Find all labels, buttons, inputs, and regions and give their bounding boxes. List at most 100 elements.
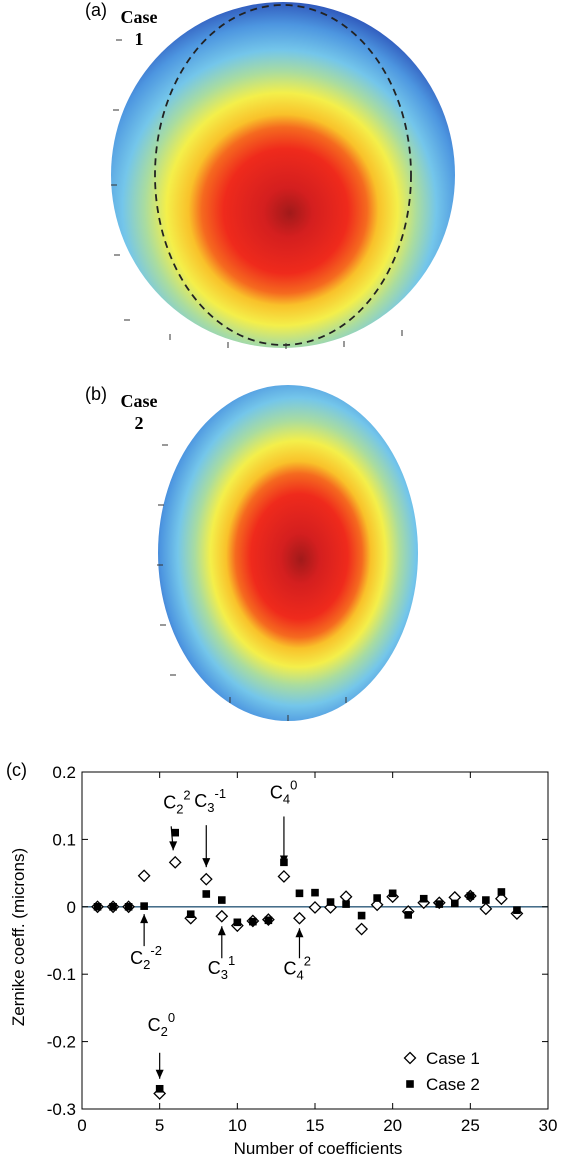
annotation-arrowhead (140, 914, 149, 924)
annotation-superscript: 2 (304, 953, 311, 968)
case-2-point (513, 906, 521, 914)
map-a-fill (111, 2, 455, 348)
case-2-point (404, 911, 412, 919)
annotation-subscript: 3 (207, 800, 214, 815)
case-2-word: Case (120, 391, 158, 411)
case-2-point (264, 916, 273, 925)
annotation-label: C20 (148, 1010, 175, 1039)
x-tick-label: 25 (461, 1116, 480, 1135)
chart-axes: 0 5 10 15 20 25 300.20.10-0.1-0.2-0.3 (47, 763, 558, 1135)
annotation-superscript: 0 (290, 777, 297, 792)
annotation-subscript: 4 (296, 967, 303, 982)
case-1-point (199, 872, 213, 886)
case-2-point (451, 899, 459, 908)
y-tick-label: -0.3 (47, 1100, 76, 1119)
x-axis-label: Number of coefficients (234, 1139, 403, 1158)
case-2-point (357, 911, 366, 920)
y-tick-label: -0.1 (47, 965, 76, 984)
case-2-point (388, 889, 397, 898)
panel-b-letter: (b) (85, 384, 107, 404)
case-1-point (479, 902, 493, 916)
case-2-point (482, 896, 490, 904)
chart-points (91, 828, 524, 1100)
y-tick-label: 0.2 (52, 763, 76, 782)
case-2-point (93, 903, 102, 911)
case-2-point (249, 917, 257, 926)
case-1-point (370, 898, 384, 912)
annotation-arrowhead (155, 1069, 164, 1079)
case-2-point (497, 888, 506, 896)
y-tick-label: 0 (67, 898, 76, 917)
x-tick-label: 15 (306, 1116, 325, 1135)
legend-case-1-marker (403, 1051, 417, 1065)
case-2-point (186, 910, 195, 919)
wavefront-map-case-1 (111, 2, 455, 349)
annotation-arrowhead (202, 858, 211, 868)
case-1-point (355, 922, 369, 936)
case-1-point (494, 892, 508, 906)
annotation-subscript: 4 (283, 791, 290, 806)
case-2-label: Case 2 (110, 390, 168, 434)
x-tick-label: 30 (539, 1116, 558, 1135)
case-1-point (308, 901, 322, 914)
case-2-point (373, 894, 381, 902)
wavefront-map-case-2 (157, 385, 418, 721)
annotation-label: C3-1 (194, 786, 226, 815)
annotation-label: C42 (283, 953, 310, 982)
x-tick-label: 5 (155, 1116, 164, 1135)
case-2-point (280, 858, 288, 867)
annotation-superscript: 0 (168, 1010, 175, 1025)
annotation-superscript: 1 (228, 953, 235, 968)
y-tick-label: -0.2 (47, 1033, 76, 1052)
annotation-superscript: -1 (215, 786, 227, 801)
zernike-scatter-chart: 0 5 10 15 20 25 300.20.10-0.1-0.2-0.3 C22 C3-1 C… (9, 763, 558, 1158)
legend-label: Case 2 (426, 1075, 480, 1094)
case-2-point (140, 902, 148, 910)
y-axis-label: Zernike coeff. (microns) (9, 848, 28, 1026)
map-b-fill (158, 385, 418, 721)
case-2-point (326, 898, 335, 906)
case-2-point (295, 889, 304, 898)
annotation-label: C40 (270, 777, 297, 806)
annotation-superscript: -2 (150, 943, 162, 958)
x-tick-label: 20 (383, 1116, 402, 1135)
annotation-label: C22 (163, 787, 190, 816)
case-2-point (124, 903, 133, 911)
legend-label: Case 1 (426, 1049, 480, 1068)
map-a-ticks (111, 39, 403, 349)
annotation-subscript: 3 (221, 967, 228, 982)
case-2-point (311, 888, 319, 897)
x-tick-label: 0 (77, 1116, 86, 1135)
annotation-superscript: 2 (183, 787, 190, 802)
case-1-point (168, 855, 182, 869)
annotation-subscript: 2 (161, 1024, 168, 1039)
case-2-point (419, 894, 428, 903)
case-2-number: 2 (134, 413, 144, 433)
case-1-word: Case (120, 7, 158, 27)
case-2-point (218, 896, 226, 904)
case-2-point (435, 900, 444, 908)
case-1-label: Case 1 (110, 6, 168, 50)
case-2-point (233, 918, 242, 927)
case-2-point (342, 900, 350, 908)
case-1-point (293, 911, 306, 925)
x-tick-label: 10 (228, 1116, 247, 1135)
annotation-arrowhead (295, 928, 304, 938)
panel-a-letter: (a) (85, 0, 107, 20)
case-2-point (155, 1084, 164, 1093)
y-tick-label: 0.1 (52, 830, 76, 849)
case-1-number: 1 (134, 29, 144, 49)
legend-case-2-marker (406, 1080, 414, 1088)
panel-c-letter: (c) (6, 760, 27, 780)
map-b-ticks (157, 444, 347, 721)
case-2-point (202, 890, 211, 898)
annotation-label: C2-2 (130, 943, 162, 972)
case-2-point (466, 892, 475, 900)
case-1-point (215, 909, 229, 923)
case-2-point (171, 828, 179, 837)
map-a-dashed-outline (154, 4, 412, 346)
case-2-point (109, 903, 117, 911)
annotation-subscript: 2 (143, 957, 150, 972)
chart-legend: Case 1 Case 2 (403, 1049, 480, 1094)
